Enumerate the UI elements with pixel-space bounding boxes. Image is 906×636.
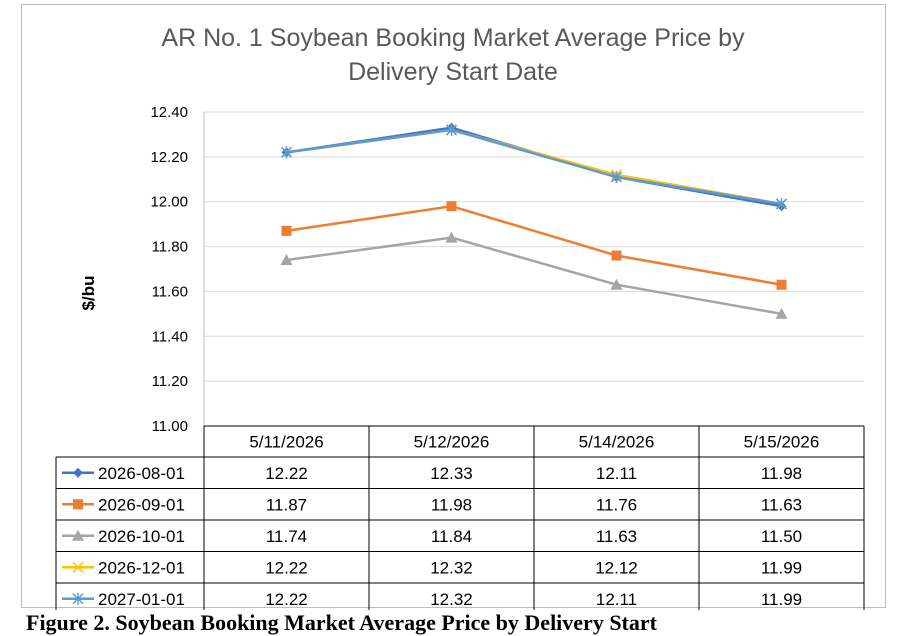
series-line bbox=[286, 236, 782, 316]
table-value-cell: 12.32 bbox=[430, 590, 473, 609]
y-tick-label: 11.80 bbox=[152, 239, 188, 256]
category-header: 5/14/2026 bbox=[579, 433, 655, 452]
table-value-cell: 12.12 bbox=[595, 558, 638, 577]
y-tick-label: 11.60 bbox=[152, 283, 188, 300]
data-point-marker bbox=[610, 171, 623, 184]
legend-key-marker bbox=[72, 561, 84, 573]
series-2026-08-01 bbox=[281, 122, 787, 212]
y-axis-label: $/bu bbox=[79, 276, 98, 311]
y-tick-label: 12.40 bbox=[150, 104, 188, 121]
category-header: 5/11/2026 bbox=[249, 433, 323, 452]
y-tick-label: 12.20 bbox=[150, 149, 188, 166]
data-point-marker bbox=[445, 231, 458, 243]
y-tick-label: 11.20 bbox=[152, 373, 188, 390]
table-value-cell: 12.22 bbox=[265, 590, 308, 609]
data-point-marker bbox=[610, 278, 623, 290]
data-table: 5/11/2026 5/12/2026 5/14/2026 5/15/2026 2026… bbox=[55, 425, 865, 610]
table-value-cell: 11.76 bbox=[596, 495, 637, 514]
y-tick-label: 11.00 bbox=[152, 418, 188, 435]
category-header: 5/15/2026 bbox=[744, 433, 820, 452]
series-2026-09-01 bbox=[281, 201, 787, 290]
y-tick-label: 11.40 bbox=[152, 328, 188, 345]
legend-key-marker bbox=[72, 592, 84, 605]
table-value-cell: 11.84 bbox=[431, 527, 472, 546]
chart-title-line-1: AR No. 1 Soybean Booking Market Average … bbox=[161, 24, 745, 52]
legend-series-name: 2026-08-01 bbox=[98, 464, 185, 483]
legend-key-marker bbox=[73, 467, 83, 478]
table-value-cell: 12.33 bbox=[430, 464, 473, 483]
table-value-cell: 11.74 bbox=[266, 527, 307, 546]
table-value-cell: 12.11 bbox=[596, 464, 637, 483]
table-value-cell: 12.11 bbox=[596, 590, 637, 609]
legend-series-name: 2026-10-01 bbox=[98, 527, 185, 546]
series-line bbox=[286, 204, 782, 286]
data-point-marker bbox=[775, 307, 788, 319]
table-value-cell: 11.99 bbox=[761, 590, 802, 609]
data-point-marker bbox=[280, 146, 293, 159]
series-lines bbox=[280, 122, 788, 319]
legend-series-name: 2027-01-01 bbox=[98, 590, 185, 609]
table-value-cell: 12.32 bbox=[430, 558, 473, 577]
series-2027-01-01 bbox=[280, 123, 788, 210]
data-point-marker bbox=[611, 250, 622, 261]
table-value-cell: 12.22 bbox=[265, 464, 308, 483]
table-value-cell: 11.63 bbox=[761, 495, 802, 514]
line-chart: AR No. 1 Soybean Booking Market Average … bbox=[55, 24, 865, 610]
legend-series-name: 2026-12-01 bbox=[98, 558, 185, 577]
data-point-marker bbox=[446, 201, 457, 212]
y-tick-labels: 11.00 11.20 11.40 11.60 11.80 12.00 12.20 12.40 bbox=[150, 104, 188, 435]
legend-key-marker bbox=[73, 499, 83, 510]
series-line bbox=[286, 128, 782, 206]
data-point-marker bbox=[280, 254, 293, 266]
series-2026-12-01 bbox=[280, 124, 788, 210]
chart-title-line-2: Delivery Start Date bbox=[348, 58, 558, 86]
table-value-cell: 11.50 bbox=[761, 527, 802, 546]
table-value-cell: 11.98 bbox=[431, 495, 472, 514]
legend-series-name: 2026-09-01 bbox=[98, 495, 185, 514]
gridlines bbox=[203, 111, 864, 427]
series-line bbox=[286, 126, 782, 208]
y-tick-label: 12.00 bbox=[150, 194, 188, 211]
figure-caption: Figure 2. Soybean Booking Market Average… bbox=[26, 610, 657, 635]
legend-key-marker bbox=[72, 529, 84, 541]
data-point-marker bbox=[776, 279, 787, 290]
table-value-cell: 12.22 bbox=[265, 558, 308, 577]
table-value-cell: 11.99 bbox=[761, 558, 802, 577]
table-value-cell: 11.98 bbox=[761, 464, 802, 483]
table-value-cell: 11.63 bbox=[596, 527, 637, 546]
data-point-marker bbox=[775, 197, 788, 210]
data-point-marker bbox=[445, 123, 458, 136]
category-header: 5/12/2026 bbox=[414, 433, 490, 452]
data-point-marker bbox=[281, 225, 292, 236]
series-2026-10-01 bbox=[280, 231, 788, 319]
table-value-cell: 11.87 bbox=[266, 495, 307, 514]
